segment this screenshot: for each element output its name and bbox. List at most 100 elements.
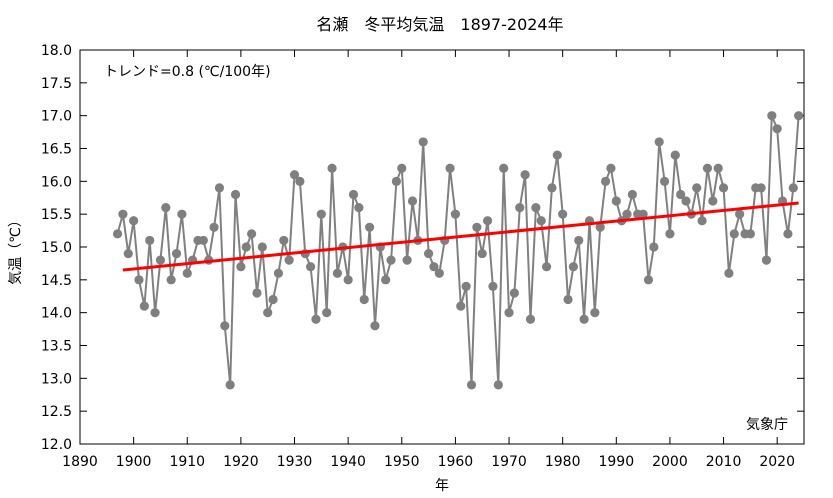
data-point bbox=[794, 111, 804, 121]
data-point bbox=[622, 209, 632, 219]
data-point bbox=[434, 268, 444, 278]
data-point bbox=[702, 163, 713, 173]
data-point bbox=[155, 255, 166, 265]
data-point bbox=[525, 314, 536, 324]
data-point bbox=[590, 308, 600, 318]
data-point bbox=[247, 229, 257, 239]
x-tick-label: 1960 bbox=[438, 454, 474, 470]
data-point bbox=[220, 321, 230, 331]
data-point bbox=[466, 380, 477, 390]
data-point bbox=[531, 203, 541, 213]
y-tick-label: 15.5 bbox=[41, 207, 72, 223]
data-point bbox=[574, 235, 584, 246]
data-point bbox=[670, 150, 680, 160]
data-point bbox=[225, 380, 235, 390]
data-point bbox=[729, 229, 739, 239]
data-point bbox=[654, 137, 664, 147]
data-point bbox=[627, 189, 637, 200]
data-point bbox=[477, 248, 487, 259]
y-tick-label: 16.0 bbox=[41, 174, 72, 190]
data-point bbox=[241, 242, 251, 252]
data-point bbox=[697, 216, 707, 226]
data-point bbox=[713, 163, 723, 173]
data-point bbox=[295, 176, 305, 186]
data-point bbox=[515, 203, 525, 213]
y-tick-label: 12.5 bbox=[41, 404, 72, 420]
y-tick-label: 12.0 bbox=[41, 437, 72, 453]
y-tick-label: 14.0 bbox=[41, 306, 72, 322]
series-line bbox=[116, 115, 800, 385]
data-point bbox=[365, 222, 375, 232]
data-point bbox=[681, 196, 691, 206]
x-tick-marks: 1890 1900 1910 1920 1930 1940 1950 1960 1970 1980… bbox=[62, 50, 795, 470]
x-tick-label: 1890 bbox=[62, 454, 98, 470]
y-axis-label: 気温（℃） bbox=[8, 213, 24, 285]
data-point bbox=[284, 255, 294, 265]
data-point bbox=[676, 189, 686, 200]
x-tick-label: 1910 bbox=[169, 454, 205, 470]
data-point bbox=[456, 301, 466, 311]
data-point bbox=[547, 183, 557, 193]
data-point bbox=[209, 222, 219, 232]
data-point bbox=[563, 294, 573, 305]
data-point bbox=[252, 288, 262, 298]
data-point bbox=[638, 209, 648, 219]
y-tick-label: 14.5 bbox=[41, 273, 72, 289]
data-point bbox=[423, 248, 434, 259]
x-tick-label: 2020 bbox=[759, 454, 795, 470]
data-point bbox=[386, 255, 396, 265]
y-tick-label: 15.0 bbox=[41, 240, 72, 256]
data-point bbox=[767, 111, 777, 121]
trend-line bbox=[122, 201, 799, 272]
data-point bbox=[520, 170, 530, 180]
data-point bbox=[348, 189, 359, 200]
data-point bbox=[649, 242, 659, 252]
data-point bbox=[461, 281, 471, 291]
data-point bbox=[611, 196, 621, 206]
x-tick-label: 1930 bbox=[277, 454, 313, 470]
x-tick-label: 1920 bbox=[223, 454, 259, 470]
data-point bbox=[134, 275, 144, 285]
data-point bbox=[708, 196, 718, 206]
data-point bbox=[745, 229, 755, 239]
y-tick-label: 13.5 bbox=[41, 339, 72, 355]
source-label: 気象庁 bbox=[746, 417, 788, 433]
data-point bbox=[322, 308, 332, 318]
data-point bbox=[123, 248, 133, 259]
data-point bbox=[783, 229, 793, 239]
chart-title: 名瀬 冬平均気温 1897-2024年 bbox=[316, 15, 563, 34]
data-point bbox=[139, 301, 149, 311]
data-point bbox=[488, 281, 498, 291]
data-point bbox=[552, 150, 562, 160]
data-point bbox=[391, 176, 402, 186]
data-point bbox=[499, 163, 509, 173]
data-point bbox=[429, 262, 439, 272]
plot-frame bbox=[79, 49, 805, 445]
data-point bbox=[279, 235, 289, 246]
data-point bbox=[150, 308, 160, 318]
data-point bbox=[359, 294, 369, 305]
data-point bbox=[129, 216, 139, 226]
data-point bbox=[145, 235, 155, 246]
data-point bbox=[332, 268, 343, 278]
data-point bbox=[306, 262, 316, 272]
x-tick-label: 1950 bbox=[384, 454, 420, 470]
data-point bbox=[472, 222, 482, 232]
y-tick-label: 18.0 bbox=[41, 43, 72, 59]
data-point bbox=[756, 183, 766, 193]
data-point bbox=[761, 255, 772, 265]
data-point bbox=[182, 268, 192, 278]
data-point bbox=[568, 262, 578, 272]
x-tick-label: 1900 bbox=[116, 454, 152, 470]
x-tick-label: 2000 bbox=[652, 454, 688, 470]
data-point bbox=[161, 203, 171, 213]
data-point bbox=[493, 380, 503, 390]
data-point bbox=[177, 209, 187, 219]
data-point bbox=[118, 209, 128, 219]
data-point bbox=[263, 308, 273, 318]
y-tick-label: 17.5 bbox=[41, 76, 72, 92]
data-point bbox=[407, 196, 418, 206]
data-point bbox=[289, 170, 300, 180]
data-point bbox=[198, 235, 208, 246]
data-point bbox=[418, 137, 428, 147]
